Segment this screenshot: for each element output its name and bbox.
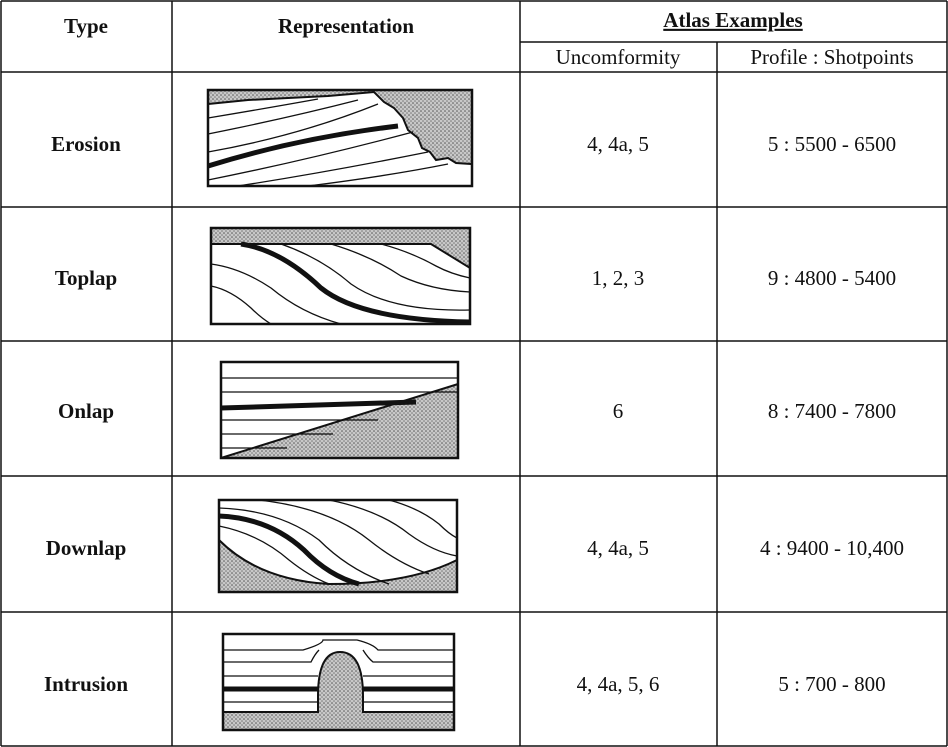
cell: 6 [613, 399, 624, 423]
table: Type Representation Atlas Examples Uncom… [0, 0, 948, 747]
cell: 4, 4a, 5, 6 [577, 672, 660, 696]
header-cell: Profile : Shotpoints [750, 45, 913, 69]
cell: 4, 4a, 5 [587, 132, 649, 156]
cell: 8 : 7400 - 7800 [768, 399, 896, 423]
header-cell: Type [64, 14, 108, 38]
cell: 4 : 9400 - 10,400 [760, 536, 904, 560]
type-cell: Intrusion [44, 672, 128, 696]
onlap-diagram [221, 362, 458, 458]
header-cell: Atlas Examples [663, 8, 802, 32]
cell: 1, 2, 3 [592, 266, 645, 290]
header-cell: Representation [278, 14, 414, 38]
type-cell: Downlap [46, 536, 127, 560]
downlap-diagram [219, 500, 457, 592]
cell: 5 : 5500 - 6500 [768, 132, 896, 156]
toplap-diagram [211, 228, 470, 324]
cell: 9 : 4800 - 5400 [768, 266, 896, 290]
type-cell: Toplap [55, 266, 117, 290]
intrusion-diagram [223, 634, 454, 730]
cell: 5 : 700 - 800 [778, 672, 885, 696]
table-grid [1, 1, 947, 746]
type-cell: Onlap [58, 399, 114, 423]
cell: 4, 4a, 5 [587, 536, 649, 560]
type-cell: Erosion [51, 132, 121, 156]
erosion-diagram [208, 90, 472, 186]
header-cell: Uncomformity [556, 45, 681, 69]
